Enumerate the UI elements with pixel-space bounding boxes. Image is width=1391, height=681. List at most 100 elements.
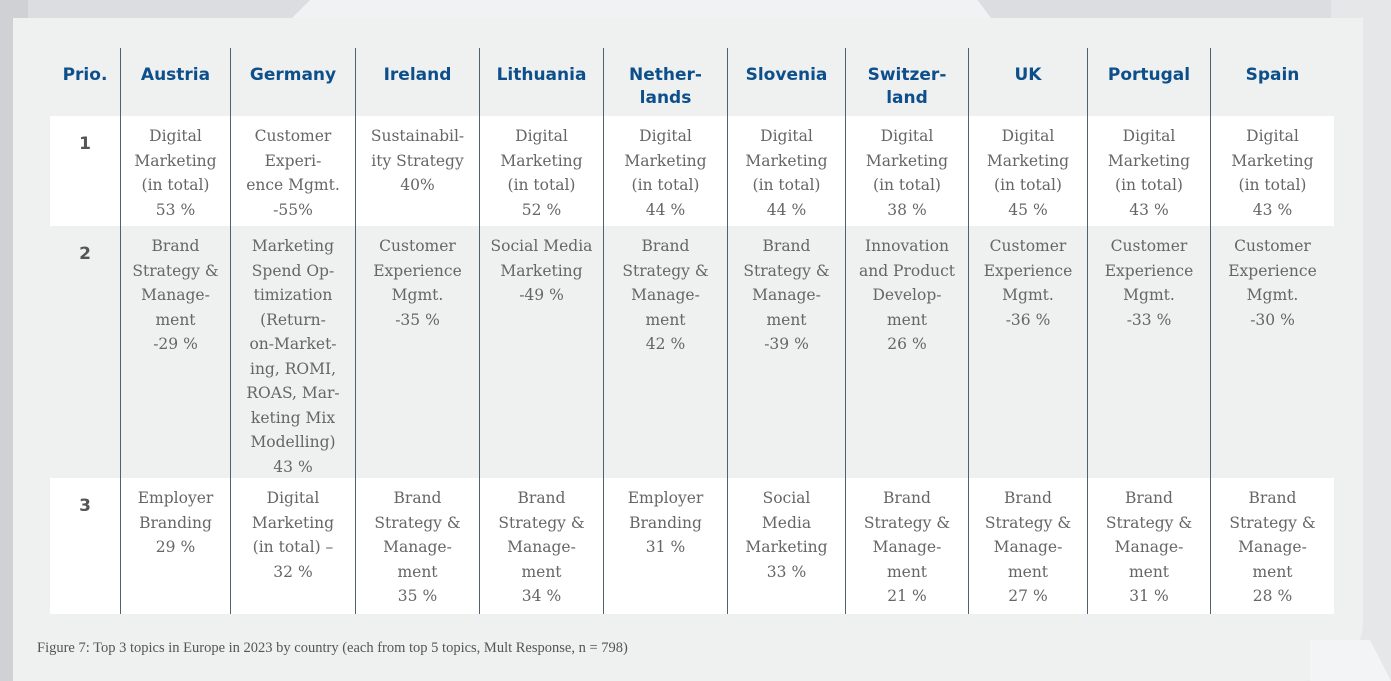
text-line: Brand — [151, 237, 200, 255]
text-line: 26 % — [887, 335, 927, 353]
table-cell: Customer Experience Mgmt. -36 % — [968, 226, 1087, 478]
text-line: Experience — [1104, 261, 1194, 280]
table-row: 3 Employer Branding 29 % Digital Marketing (… — [50, 478, 1334, 614]
text-line: Branding — [139, 513, 212, 532]
table-cell: Brand Strategy & Manage-ment -39 % — [727, 226, 845, 478]
text-line: Customer — [1110, 237, 1188, 255]
text-line: Digital — [760, 127, 813, 145]
text-line: Manage- — [872, 538, 942, 556]
text-line: Mgmt. — [1246, 286, 1299, 304]
text-line: Marketing — [134, 151, 217, 170]
topics-table: Prio. Austria Germany Ireland Lithuania … — [50, 48, 1334, 614]
text-line: Social — [762, 489, 811, 507]
text-line: and Product — [858, 261, 956, 280]
text-line: (in total) — [1115, 176, 1183, 194]
text-line: Marketing — [500, 261, 583, 280]
text-line: ment — [886, 562, 928, 581]
table-cell: Brand Strategy & Manage-ment 21 % — [845, 478, 968, 614]
table-cell: Digital Marketing (in total) 44 % — [603, 116, 727, 226]
text-line: Experience — [1228, 261, 1317, 280]
table-cell: Brand Strategy & Manage-ment -29 % — [120, 226, 230, 478]
text-line: 29 % — [155, 538, 196, 556]
text-line: -49 % — [519, 286, 564, 304]
table-cell: Customer Experience Mgmt. -30 % — [1210, 226, 1334, 478]
table-cell: Brand Strategy & Manage-ment 34 % — [479, 478, 603, 614]
text-line: (in total) — [994, 176, 1062, 194]
text-line: 44 % — [766, 200, 807, 219]
text-line: 31 % — [1129, 587, 1169, 605]
text-line: keting Mix — [250, 408, 336, 427]
text-line: Marketing — [251, 237, 335, 255]
text-line: -30 % — [1250, 310, 1295, 329]
text-line: Nether- — [629, 65, 702, 85]
prio-number: 1 — [79, 134, 91, 154]
text-line: 38 % — [887, 200, 927, 219]
text-line: 31 % — [645, 538, 686, 556]
text-line: Brand — [641, 237, 690, 255]
text-line: Customer — [989, 237, 1067, 255]
text-line: Manage- — [383, 538, 452, 556]
text-line: Brand — [1248, 489, 1297, 507]
country-header: Switzer-land — [845, 48, 968, 116]
text-line: Digital — [515, 127, 568, 145]
text-line: 43 % — [273, 457, 313, 476]
text-line: Customer — [1234, 237, 1311, 255]
text-line: Develop- — [872, 286, 942, 304]
text-line: Customer — [379, 237, 456, 255]
text-line: Manage- — [752, 286, 821, 304]
text-line: 32 % — [273, 562, 313, 581]
table-cell: Social Media Marketing -49 % — [479, 226, 603, 478]
text-line: 43 % — [1129, 200, 1169, 219]
figure-caption: Figure 7: Top 3 topics in Europe in 2023… — [37, 640, 628, 656]
text-line: Strategy & — [498, 513, 585, 532]
text-line: Marketing — [865, 151, 949, 170]
text-line: 44 % — [645, 200, 686, 219]
text-line: Mgmt. — [391, 286, 444, 304]
text-line: Digital — [639, 127, 692, 145]
text-line: Spend Op- — [251, 261, 335, 280]
text-line: Social Media — [490, 237, 593, 255]
text-line: ment — [886, 310, 928, 329]
table-cell: Digital Marketing (in total) 38 % — [845, 116, 968, 226]
text-line: Marketing — [251, 513, 335, 532]
text-line: timization — [253, 286, 333, 304]
country-header: Austria — [120, 48, 230, 116]
text-line: -39 % — [764, 335, 809, 353]
text-line: 52 % — [521, 200, 562, 219]
text-line: Strategy & — [132, 261, 219, 280]
text-line: 43 % — [1252, 200, 1293, 219]
table-cell: Marketing Spend Op-timization (Return-on-M… — [230, 226, 355, 478]
text-line: ment — [155, 310, 196, 329]
table-cell: Digital Marketing (in total) 43 % — [1210, 116, 1334, 226]
text-line: Employer — [627, 489, 704, 507]
table-cell: Customer Experi-ence Mgmt. -55% — [230, 116, 355, 226]
text-line: Mgmt. — [1002, 286, 1054, 304]
text-line: (in total) — [141, 176, 210, 194]
text-line: Switzer- — [867, 65, 947, 85]
text-line: ment — [766, 310, 807, 329]
table-cell: Digital Marketing (in total) 43 % — [1087, 116, 1210, 226]
text-line: Strategy & — [374, 513, 461, 532]
text-line: Marketing — [745, 151, 828, 170]
text-line: -36 % — [1005, 310, 1051, 329]
text-line: Manage- — [1238, 538, 1307, 556]
prio-header: Prio. — [62, 65, 108, 85]
text-line: Brand — [393, 489, 442, 507]
country-header: UK — [968, 48, 1087, 116]
text-line: Brand — [1004, 489, 1052, 507]
country-header: Nether-lands — [603, 48, 727, 116]
table-row: 1 Digital Marketing (in total) 53 % Custome… — [50, 116, 1334, 226]
text-line: Brand — [762, 237, 811, 255]
table-cell: Digital Marketing (in total) 45 % — [968, 116, 1087, 226]
table-header-row: Prio. Austria Germany Ireland Lithuania … — [50, 48, 1334, 116]
text-line: -35 % — [395, 310, 440, 329]
text-line: (in total) — [752, 176, 821, 194]
text-line: Mgmt. — [1123, 286, 1175, 304]
text-line: Manage- — [631, 286, 700, 304]
table-cell: Customer Experience Mgmt. -33 % — [1087, 226, 1210, 478]
country-header: Slovenia — [727, 48, 845, 116]
table-cell: Brand Strategy & Manage-ment 42 % — [603, 226, 727, 478]
text-line: Digital — [1001, 127, 1055, 145]
table-cell: Brand Strategy & Manage-ment 28 % — [1210, 478, 1334, 614]
text-line: lands — [639, 88, 692, 108]
